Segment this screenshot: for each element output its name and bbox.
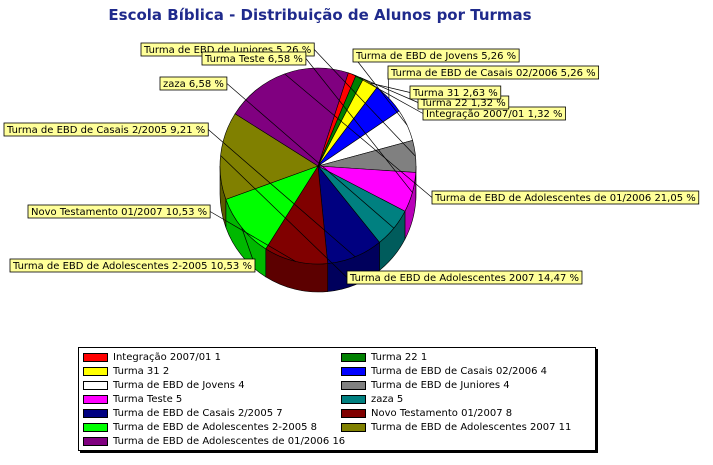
slice-label-text-7: zaza 6,58 % (163, 79, 224, 90)
slice-label-2: Turma 31 2,63 % (370, 82, 502, 100)
legend-item-8: Turma de EBD de Casais 2/2005 7 (83, 407, 283, 420)
slice-label-12: Turma de EBD de Adolescentes de 01/2006 … (284, 73, 700, 205)
legend-swatch (341, 381, 366, 390)
slice-label-11: Turma de EBD de Adolescentes 2007 14,47 … (220, 155, 583, 285)
slice-label-text-6: Turma Teste 6,58 % (204, 54, 303, 65)
legend-swatch (341, 395, 366, 404)
legend-item-5: Turma de EBD de Juniores 4 (341, 379, 510, 392)
slice-label-4: Turma de EBD de Jovens 5,26 % (352, 48, 520, 126)
legend-swatch (341, 353, 366, 362)
legend-label: Turma de EBD de Adolescentes de 01/2006 … (113, 436, 346, 447)
legend-swatch (341, 409, 366, 418)
chart-title: Escola Bíblica - Distribuição de Alunos … (108, 6, 532, 24)
legend-item-4: Turma de EBD de Jovens 4 (83, 379, 245, 392)
slice-label-text-11: Turma de EBD de Adolescentes 2007 14,47 … (349, 273, 579, 284)
legend-item-12: Turma de EBD de Adolescentes de 01/2006 … (83, 435, 345, 448)
legend-label: Turma 22 1 (371, 352, 428, 363)
slice-label-3: Turma de EBD de Casais 02/2006 5,26 % (387, 65, 600, 99)
legend-label: Turma de EBD de Casais 02/2006 4 (371, 366, 548, 377)
legend-item-3: Turma de EBD de Casais 02/2006 4 (341, 365, 547, 378)
slice-label-text-3: Turma de EBD de Casais 02/2006 5,26 % (390, 68, 596, 79)
legend-item-9: Novo Testamento 01/2007 8 (341, 407, 512, 420)
legend-swatch (83, 423, 108, 432)
slice-label-text-5: Turma de EBD de Juniores 5,26 % (143, 45, 311, 56)
legend-item-2: Turma 31 2 (83, 365, 169, 378)
legend-item-6: Turma Teste 5 (83, 393, 182, 406)
legend-swatch (83, 409, 108, 418)
pie-chart: Integração 2007/01 1,32 %Turma 22 1,32 %… (3, 42, 700, 293)
legend-item-1: Turma 22 1 (341, 351, 427, 364)
legend-swatch (83, 395, 108, 404)
legend-label: Turma 31 2 (113, 366, 170, 377)
legend-swatch (341, 423, 366, 432)
legend-label: Novo Testamento 01/2007 8 (371, 408, 513, 419)
slice-label-7: zaza 6,58 % (159, 76, 395, 229)
legend-label: Turma de EBD de Juniores 4 (371, 380, 510, 391)
legend-item-7: zaza 5 (341, 393, 403, 406)
legend-swatch (83, 353, 108, 362)
slice-label-10: Turma de EBD de Adolescentes 2-2005 10,5… (9, 227, 256, 273)
slice-label-text-1: Turma 22 1,32 % (420, 98, 506, 109)
legend-label: Turma Teste 5 (113, 394, 183, 405)
legend-label: Turma de EBD de Adolescentes 2007 11 (371, 422, 572, 433)
legend-label: Turma de EBD de Casais 2/2005 7 (113, 408, 283, 419)
chart-legend: Integração 2007/01 1 Turma 22 1 Turma 31 2… (78, 347, 596, 451)
legend-swatch (341, 367, 366, 376)
slice-label-6: Turma Teste 6,58 % (201, 51, 413, 193)
slice-label-8: Turma de EBD de Casais 2/2005 9,21 % (3, 122, 356, 257)
legend-label: zaza 5 (371, 394, 404, 405)
legend-label: Turma de EBD de Jovens 4 (113, 380, 245, 391)
slice-label-text-9: Novo Testamento 01/2007 10,53 % (31, 207, 207, 218)
legend-label: Turma de EBD de Adolescentes 2-2005 8 (113, 422, 318, 433)
slice-label-text-2: Turma 31 2,63 % (412, 88, 498, 99)
slice-label-text-8: Turma de EBD de Casais 2/2005 9,21 % (6, 125, 205, 136)
legend-label: Integração 2007/01 1 (113, 352, 221, 363)
slice-label-text-0: Integração 2007/01 1,32 % (426, 109, 563, 120)
legend-swatch (83, 381, 108, 390)
legend-swatch (83, 367, 108, 376)
legend-item-11: Turma de EBD de Adolescentes 2007 11 (341, 421, 571, 434)
slice-label-text-10: Turma de EBD de Adolescentes 2-2005 10,5… (12, 261, 252, 272)
legend-item-10: Turma de EBD de Adolescentes 2-2005 8 (83, 421, 317, 434)
legend-item-0: Integração 2007/01 1 (83, 351, 221, 364)
slice-label-text-12: Turma de EBD de Adolescentes de 01/2006 … (434, 193, 696, 204)
slice-label-9: Novo Testamento 01/2007 10,53 % (27, 204, 296, 262)
slice-labels: Integração 2007/01 1,32 %Turma 22 1,32 %… (3, 42, 700, 285)
slice-label-text-4: Turma de EBD de Jovens 5,26 % (355, 51, 516, 62)
legend-swatch (83, 437, 108, 446)
